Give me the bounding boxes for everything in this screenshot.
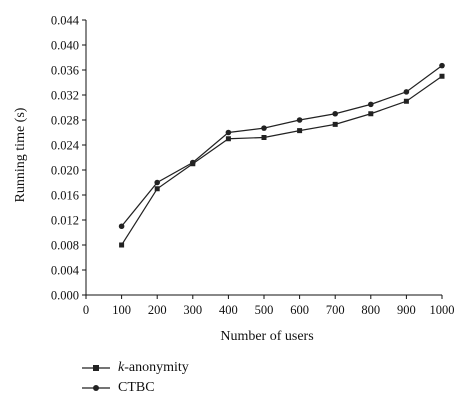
data-point-k-anonymity bbox=[154, 186, 160, 192]
series-layer bbox=[118, 62, 445, 248]
data-point-ctbc bbox=[154, 179, 160, 186]
series-ctbc bbox=[118, 62, 445, 230]
x-tick-label: 0 bbox=[83, 303, 89, 317]
legend-label-k-suffix: -anonymity bbox=[124, 360, 189, 375]
x-tick-label: 900 bbox=[397, 303, 416, 317]
circle-marker-icon bbox=[82, 385, 110, 391]
data-point-k-anonymity bbox=[297, 128, 303, 134]
y-tick-label: 0.032 bbox=[51, 89, 79, 103]
y-tick-label: 0.008 bbox=[51, 239, 79, 253]
x-tick-label: 700 bbox=[326, 303, 345, 317]
x-tick-label: 1000 bbox=[430, 303, 455, 317]
y-tick-label: 0.044 bbox=[51, 14, 80, 28]
legend: k-anonymity CTBC bbox=[82, 358, 189, 398]
x-tick-label: 100 bbox=[112, 303, 131, 317]
data-point-k-anonymity bbox=[119, 242, 125, 248]
x-tick-label: 200 bbox=[148, 303, 167, 317]
data-point-ctbc bbox=[225, 129, 232, 136]
data-point-ctbc bbox=[296, 117, 303, 123]
legend-item-k-anonymity: k-anonymity bbox=[82, 358, 189, 378]
series-k-anonymity bbox=[119, 73, 445, 248]
x-axis-label: Number of users bbox=[220, 329, 313, 344]
y-tick-label: 0.000 bbox=[51, 289, 79, 303]
data-point-ctbc bbox=[332, 110, 339, 117]
data-point-k-anonymity bbox=[368, 111, 374, 117]
y-tick-label: 0.036 bbox=[51, 64, 79, 78]
legend-label-k-anonymity: k-anonymity bbox=[118, 360, 189, 376]
data-point-ctbc bbox=[261, 125, 267, 131]
data-point-ctbc bbox=[368, 101, 374, 108]
x-tick-label: 400 bbox=[219, 303, 238, 317]
y-tick-label: 0.040 bbox=[51, 39, 79, 53]
x-tick-label: 300 bbox=[183, 303, 202, 317]
square-marker-icon bbox=[82, 365, 110, 371]
y-tick-label: 0.024 bbox=[51, 139, 80, 153]
x-tick-label: 500 bbox=[255, 303, 274, 317]
data-point-k-anonymity bbox=[403, 98, 409, 104]
data-point-ctbc bbox=[403, 89, 410, 95]
data-point-k-anonymity bbox=[439, 73, 445, 79]
data-point-k-anonymity bbox=[261, 135, 267, 140]
data-point-k-anonymity bbox=[225, 136, 231, 142]
y-tick-label: 0.020 bbox=[51, 164, 79, 178]
x-tick-label: 800 bbox=[361, 303, 380, 317]
data-point-ctbc bbox=[439, 62, 445, 69]
data-point-ctbc bbox=[118, 223, 125, 230]
legend-label-k-italic: k bbox=[118, 360, 125, 375]
series-line-ctbc bbox=[121, 65, 443, 227]
series-line-k-anonymity bbox=[121, 75, 443, 246]
legend-item-ctbc: CTBC bbox=[82, 378, 189, 398]
y-tick-label: 0.028 bbox=[51, 114, 79, 128]
legend-label-ctbc: CTBC bbox=[118, 380, 155, 395]
x-tick-label: 600 bbox=[290, 303, 309, 317]
y-tick-label: 0.012 bbox=[51, 214, 79, 228]
y-tick-label: 0.004 bbox=[51, 264, 80, 278]
y-axis-label: Running time (s) bbox=[13, 107, 28, 202]
data-point-ctbc bbox=[190, 159, 196, 166]
axes: 0.000 0.004 0.008 0.012 0.016 0.020 0.024 0.028… bbox=[51, 14, 455, 318]
data-point-k-anonymity bbox=[332, 121, 338, 127]
y-tick-label: 0.016 bbox=[51, 189, 79, 203]
